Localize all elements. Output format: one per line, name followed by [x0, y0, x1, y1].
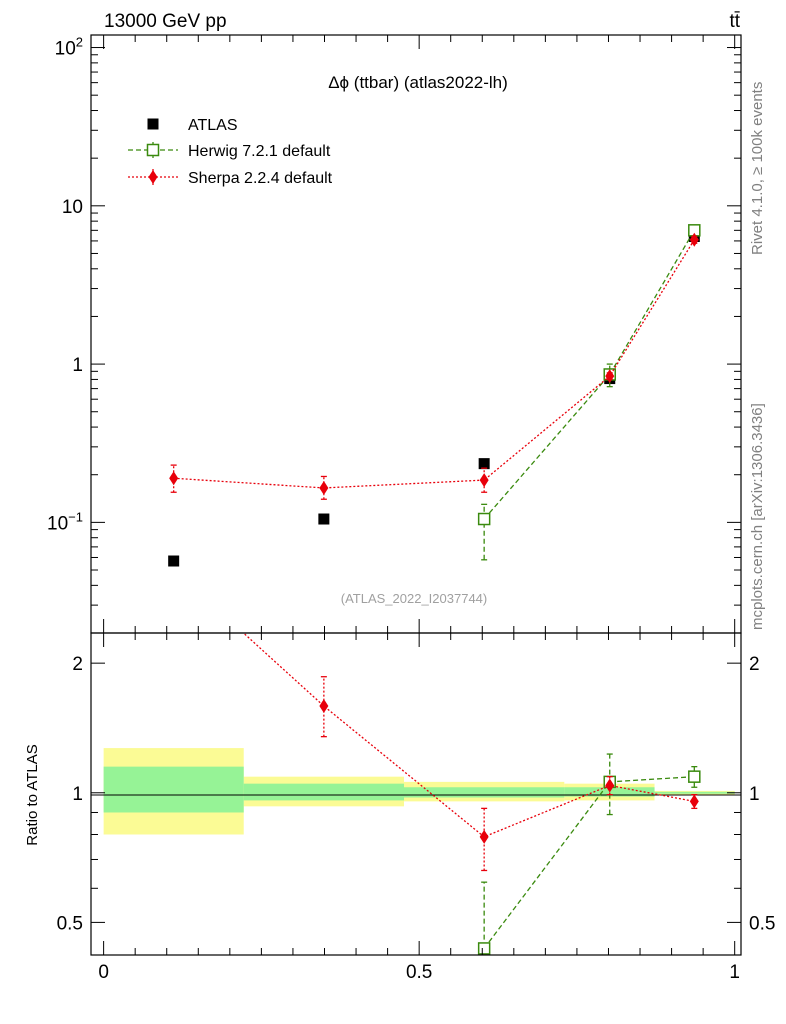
legend: ATLAS Herwig 7.2.1 default Sherpa 2.2.4 de…	[128, 117, 333, 187]
uncertainty-band-inner	[103, 766, 244, 813]
ratio-frame	[90, 632, 742, 956]
data-point	[605, 778, 615, 793]
x-tick-label: 1	[729, 962, 740, 983]
series-line	[173, 239, 695, 489]
data-point	[318, 513, 330, 525]
legend-entry-atlas: ATLAS	[147, 117, 238, 134]
data-point	[168, 555, 180, 567]
y-tick-label: 10	[62, 197, 83, 218]
data-point	[605, 369, 615, 384]
process-label: tt̄	[729, 11, 740, 32]
series-atlas	[168, 230, 700, 567]
y-tick-label: 102	[55, 35, 83, 60]
reference-label: (ATLAS_2022_I2037744)	[341, 591, 487, 606]
y-tick-label-right: 0.5	[749, 913, 775, 934]
energy-label: 13000 GeV pp	[104, 11, 227, 32]
legend-label: Sherpa 2.2.4 default	[188, 170, 333, 187]
y-tick-label-base: 10	[55, 39, 76, 60]
legend-marker	[146, 143, 160, 157]
main-plot-title: Δϕ (ttbar) (atlas2022-lh)	[328, 73, 508, 92]
data-point	[689, 232, 699, 247]
y-tick-label-base: 10	[47, 513, 68, 534]
data-point	[479, 473, 489, 488]
y-tick-label: 1	[72, 355, 83, 376]
data-point	[689, 794, 699, 809]
series-line	[483, 776, 695, 949]
uncertainty-band-inner	[404, 787, 565, 798]
mcplots-label: mcplots.cern.ch [arXiv:1306.3436]	[749, 403, 766, 630]
ratio-panel: 0.5 0.5 1 1 2 2 0 0.5 1 Ratio to ATLAS	[24, 633, 775, 983]
data-point	[479, 829, 489, 844]
y-tick-label: 10−1	[47, 509, 83, 534]
data-point	[477, 942, 491, 955]
x-tick-label: 0	[98, 962, 109, 983]
y-tick-label: 0.5	[57, 913, 83, 934]
series-line	[483, 229, 695, 520]
legend-label: Herwig 7.2.1 default	[188, 143, 331, 160]
series-sherpa-2-2-4-default	[242, 633, 699, 872]
y-tick-label-exponent: −1	[68, 509, 83, 524]
series-herwig-7-2-1-default	[477, 224, 701, 561]
uncertainty-band-inner	[243, 783, 405, 801]
y-tick-label: 2	[72, 654, 83, 675]
data-point	[319, 480, 329, 495]
main-panel: Δϕ (ttbar) (atlas2022-lh) (ATLAS_2022_I2…	[47, 35, 741, 634]
y-tick-label-right: 2	[749, 654, 760, 675]
x-tick-label: 0.5	[406, 962, 432, 983]
rivet-label: Rivet 4.1.0, ≥ 100k events	[749, 82, 766, 255]
data-point	[478, 458, 490, 470]
data-point	[169, 471, 179, 486]
uncertainty-band-inner	[654, 791, 735, 794]
series-sherpa-2-2-4-default	[169, 232, 699, 500]
data-point	[688, 770, 701, 783]
y-tick-label-exponent: 2	[76, 35, 83, 50]
data-point	[477, 512, 491, 526]
legend-entry-herwig-7-2-1-default: Herwig 7.2.1 default	[128, 142, 331, 160]
legend-marker	[147, 118, 159, 130]
legend-marker	[148, 170, 158, 184]
legend-label: ATLAS	[188, 117, 238, 134]
y-tick-label-right: 1	[749, 784, 760, 805]
legend-entry-sherpa-2-2-4-default: Sherpa 2.2.4 default	[128, 169, 333, 187]
y-tick-label: 1	[72, 784, 83, 805]
data-point	[319, 699, 329, 714]
ratio-y-axis-label: Ratio to ATLAS	[24, 744, 41, 845]
